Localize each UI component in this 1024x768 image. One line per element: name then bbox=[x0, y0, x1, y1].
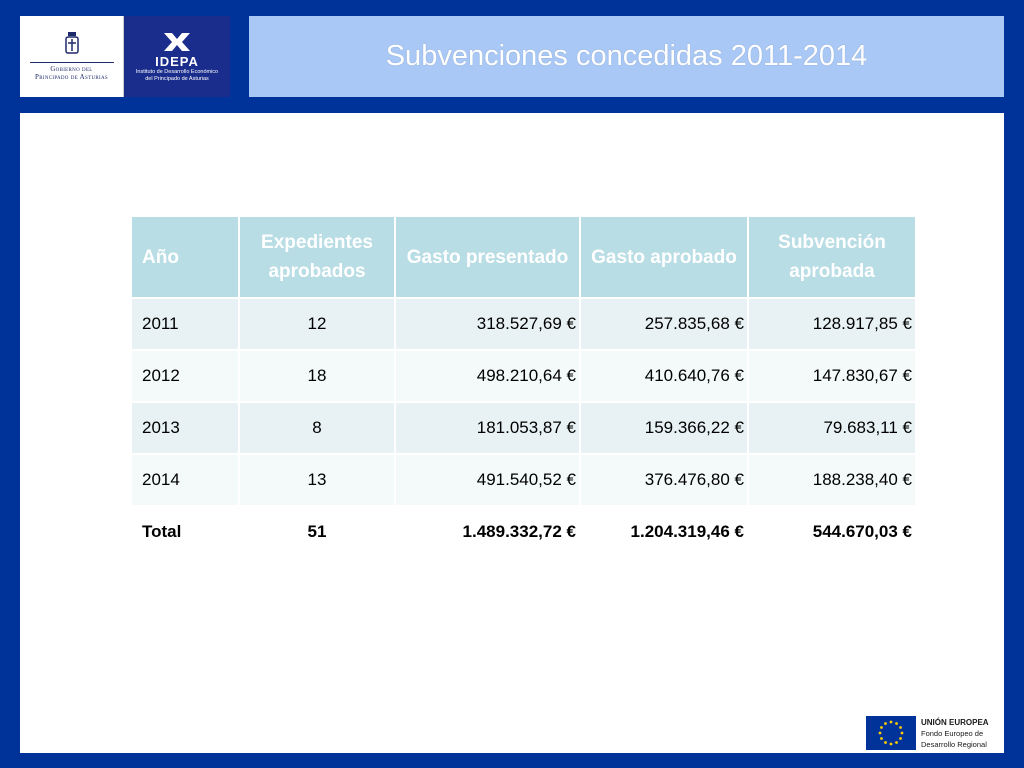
subsidies-table: Año Expedientes aprobados Gasto presenta… bbox=[130, 215, 917, 559]
cell-year: 2011 bbox=[132, 299, 238, 349]
table-row: 2013 8 181.053,87 € 159.366,22 € 79.683,… bbox=[132, 403, 915, 453]
cell-expedientes: 13 bbox=[240, 455, 394, 505]
header-subvencion-aprobada: Subvención aprobada bbox=[749, 217, 915, 297]
table-header-row: Año Expedientes aprobados Gasto presenta… bbox=[132, 217, 915, 297]
eu-feder-logo: UNIÓN EUROPEA Fondo Europeo de Desarroll… bbox=[864, 714, 1004, 752]
header-gasto-presentado: Gasto presentado bbox=[396, 217, 579, 297]
eu-star bbox=[899, 726, 902, 729]
eu-star bbox=[880, 737, 883, 740]
idepa-mark-icon bbox=[164, 32, 190, 51]
eu-star bbox=[884, 722, 887, 725]
table-row: 2011 12 318.527,69 € 257.835,68 € 128.91… bbox=[132, 299, 915, 349]
eu-star bbox=[900, 731, 904, 735]
header-expedientes: Expedientes aprobados bbox=[240, 217, 394, 297]
eu-star bbox=[895, 722, 898, 725]
cell-year: 2012 bbox=[132, 351, 238, 401]
eu-star bbox=[889, 742, 893, 746]
header-logos: Gobierno del Principado de Asturias IDEP… bbox=[20, 16, 230, 97]
cell-subvencion: 147.830,67 € bbox=[749, 351, 915, 401]
idepa-sub2: del Principado de Asturias bbox=[145, 75, 209, 82]
gobierno-line1: Gobierno del bbox=[50, 65, 93, 73]
cell-year: 2014 bbox=[132, 455, 238, 505]
eu-star bbox=[884, 741, 887, 744]
gobierno-line2: Principado de Asturias bbox=[35, 73, 108, 81]
header-gasto-aprobado: Gasto aprobado bbox=[581, 217, 747, 297]
page-title: Subvenciones concedidas 2011-2014 bbox=[385, 40, 868, 72]
eu-sub1: Fondo Europeo de bbox=[921, 728, 984, 738]
cell-gasto-presentado: 181.053,87 € bbox=[396, 403, 579, 453]
cell-total-expedientes: 51 bbox=[240, 507, 394, 557]
eu-title: UNIÓN EUROPEA bbox=[921, 717, 989, 727]
cell-gasto-aprobado: 376.476,80 € bbox=[581, 455, 747, 505]
table-total-row: Total 51 1.489.332,72 € 1.204.319,46 € 5… bbox=[132, 507, 915, 557]
idepa-logo: IDEPA Instituto de Desarrollo Económico … bbox=[124, 16, 230, 97]
cell-expedientes: 12 bbox=[240, 299, 394, 349]
eu-star bbox=[889, 720, 893, 724]
cell-gasto-aprobado: 410.640,76 € bbox=[581, 351, 747, 401]
cell-expedientes: 8 bbox=[240, 403, 394, 453]
cell-subvencion: 128.917,85 € bbox=[749, 299, 915, 349]
eu-star bbox=[878, 731, 882, 735]
cell-gasto-presentado: 318.527,69 € bbox=[396, 299, 579, 349]
cell-expedientes: 18 bbox=[240, 351, 394, 401]
divider bbox=[29, 62, 114, 63]
cell-gasto-presentado: 498.210,64 € bbox=[396, 351, 579, 401]
eu-star bbox=[895, 741, 898, 744]
cell-total-label: Total bbox=[132, 507, 238, 557]
crest-icon bbox=[64, 32, 79, 54]
cell-subvencion: 79.683,11 € bbox=[749, 403, 915, 453]
cell-gasto-aprobado: 257.835,68 € bbox=[581, 299, 747, 349]
cell-year: 2013 bbox=[132, 403, 238, 453]
content-panel: Año Expedientes aprobados Gasto presenta… bbox=[20, 113, 1004, 753]
eu-sub2: Desarrollo Regional bbox=[921, 739, 987, 749]
gobierno-asturias-logo: Gobierno del Principado de Asturias bbox=[20, 16, 124, 97]
table-row: 2012 18 498.210,64 € 410.640,76 € 147.83… bbox=[132, 351, 915, 401]
cell-total-gasto-aprobado: 1.204.319,46 € bbox=[581, 507, 747, 557]
title-bar: Subvenciones concedidas 2011-2014 bbox=[249, 16, 1004, 97]
cell-total-subvencion: 544.670,03 € bbox=[749, 507, 915, 557]
idepa-sub1: Instituto de Desarrollo Económico bbox=[135, 68, 219, 75]
cell-total-gasto-presentado: 1.489.332,72 € bbox=[396, 507, 579, 557]
cell-subvencion: 188.238,40 € bbox=[749, 455, 915, 505]
header-ano: Año bbox=[132, 217, 238, 297]
table-row: 2014 13 491.540,52 € 376.476,80 € 188.23… bbox=[132, 455, 915, 505]
eu-text: UNIÓN EUROPEA Fondo Europeo de Desarroll… bbox=[921, 717, 989, 750]
cell-gasto-aprobado: 159.366,22 € bbox=[581, 403, 747, 453]
eu-flag-icon bbox=[866, 716, 916, 750]
idepa-name: IDEPA bbox=[155, 53, 199, 69]
cell-gasto-presentado: 491.540,52 € bbox=[396, 455, 579, 505]
eu-star bbox=[899, 737, 902, 740]
eu-star bbox=[880, 726, 883, 729]
